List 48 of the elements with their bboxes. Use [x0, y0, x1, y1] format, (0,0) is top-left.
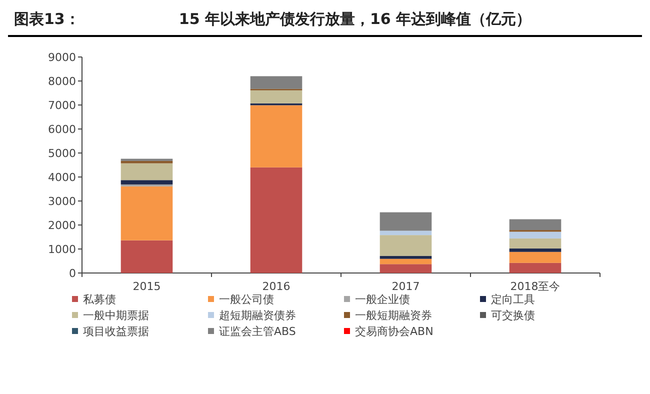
bar — [509, 252, 562, 263]
y-tick-label: 4000 — [48, 171, 76, 184]
y-tick-label: 7000 — [48, 99, 76, 112]
x-tick-label: 2016 — [262, 280, 290, 293]
legend-label: 私募债 — [83, 293, 116, 306]
bar — [380, 230, 432, 236]
y-tick-label: 9000 — [48, 51, 76, 64]
bar — [120, 240, 173, 273]
legend-label: 证监会主管ABS — [219, 325, 296, 338]
bar — [509, 232, 562, 238]
bar — [380, 264, 432, 273]
y-tick-label: 5000 — [48, 147, 76, 160]
bar — [120, 186, 173, 240]
x-tick-label: 2017 — [392, 280, 420, 293]
x-tick-label: 2018至今 — [510, 280, 560, 293]
chart-title: 图表13： — [14, 10, 80, 28]
bar — [250, 76, 302, 89]
y-tick-label: 6000 — [48, 123, 76, 136]
legend-label: 定向工具 — [491, 293, 535, 306]
x-tick-label: 2015 — [132, 280, 161, 293]
bar — [120, 160, 173, 164]
legend-label: 一般企业债 — [355, 293, 410, 306]
bar — [120, 180, 173, 184]
bar — [509, 219, 562, 230]
bar — [250, 105, 302, 168]
bar — [250, 167, 302, 273]
y-tick-label: 3000 — [48, 195, 76, 208]
chart-subtitle: 15 年以来地产债发行放量，16 年达到峰值（亿元） — [178, 10, 532, 28]
legend-label: 可交换债 — [491, 309, 535, 322]
bar — [380, 235, 432, 256]
y-tick-label: 8000 — [48, 75, 76, 88]
legend-label: 超短期融资债券 — [219, 309, 296, 322]
legend-label: 交易商协会ABN — [355, 325, 434, 338]
bar — [509, 262, 562, 273]
legend-label: 项目收益票据 — [83, 325, 149, 338]
y-tick-label: 0 — [69, 267, 76, 280]
legend-label: 一般短期融资券 — [355, 309, 432, 322]
bar — [509, 238, 562, 249]
bar — [380, 258, 432, 264]
y-tick-label: 2000 — [48, 219, 76, 232]
bar — [120, 163, 173, 180]
bar — [250, 90, 302, 104]
y-tick-label: 1000 — [48, 243, 76, 256]
bar — [380, 212, 432, 231]
legend-label: 一般中期票据 — [83, 309, 149, 322]
legend-label: 一般公司债 — [219, 293, 274, 306]
bar — [509, 248, 562, 252]
bar — [380, 256, 432, 259]
